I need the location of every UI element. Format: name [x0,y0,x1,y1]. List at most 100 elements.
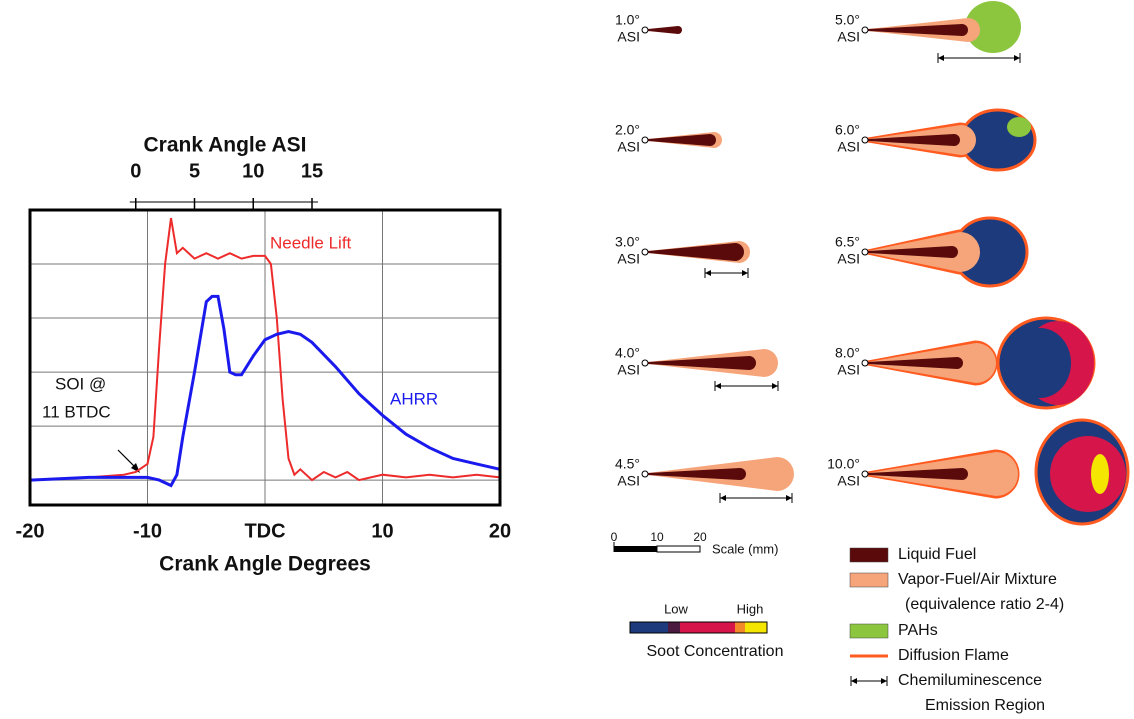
scale-label: Scale (mm) [712,541,778,556]
nozzle [861,470,869,478]
region [1009,328,1071,398]
panel-angle: 3.0° [615,234,640,250]
legend-label: Diffusion Flame [898,647,1009,664]
plume [868,357,963,369]
arrowhead [1014,55,1020,61]
panel-unit: ASI [837,29,860,45]
colorbar-segment [745,622,767,633]
arrowhead [715,383,721,389]
panel-angle: 6.0° [835,122,860,138]
plume [648,134,716,146]
plume [868,246,958,258]
legend-swatch [849,547,889,563]
panel-angle: 4.0° [615,345,640,361]
panel-angle: 1.0° [615,12,640,28]
plume [648,468,746,480]
legend-label: Vapor-Fuel/Air Mixture [898,571,1057,588]
colorbar-segment [668,622,680,633]
panel-unit: ASI [617,362,640,378]
plume [868,24,968,36]
legend-label: PAHs [898,622,938,639]
colorbar-low: Low [664,601,688,616]
arrowhead [938,55,944,61]
plume [648,26,682,34]
panel-unit: ASI [837,362,860,378]
plot-frame [28,208,502,507]
colorbar-frame [629,621,768,634]
panel-angle: 5.0° [835,12,860,28]
nozzle [641,359,649,367]
legend-note: Emission Region [925,697,1045,714]
colorbar-segment [735,622,745,633]
x-tick-label: 10 [371,520,393,542]
panel-unit: ASI [617,473,640,489]
nozzle [641,26,649,34]
x-tick-label: 20 [489,520,511,542]
series-label: AHRR [390,389,438,408]
arrowhead [772,383,778,389]
scale-black [614,546,657,552]
nozzle [641,248,649,256]
x2-axis-label: Crank Angle ASI [144,134,307,157]
x-tick-label: -20 [16,520,45,542]
panel-angle: 2.0° [615,122,640,138]
region [1007,117,1031,137]
nozzle [641,136,649,144]
panel-unit: ASI [617,29,640,45]
panel-unit: ASI [617,251,640,267]
x2-tick-label: 15 [301,160,323,182]
nozzle [861,26,869,34]
colorbar-high: High [737,601,764,616]
arrowhead [705,270,711,276]
annotation: 11 BTDC [42,402,111,421]
legend-label: Liquid Fuel [898,546,976,563]
colorbar-segment [680,622,735,633]
panel-unit: ASI [837,139,860,155]
arrowhead [786,495,792,501]
plume [868,134,960,146]
x-tick-label: -10 [133,520,162,542]
scale-tick: 0 [611,530,618,544]
region [965,1,1021,53]
series-line [29,294,501,488]
annotation: SOI @ [55,374,106,393]
panel-unit: ASI [617,139,640,155]
arrowhead [742,270,748,276]
nozzle [861,248,869,256]
series-line [29,217,501,482]
spray-diagram: 1.0°ASI2.0°ASI3.0°ASI4.0°ASI4.5°ASI5.0°A… [611,1,1130,714]
nozzle [861,359,869,367]
panel-angle: 6.5° [835,234,860,250]
x-axis-label: Crank Angle Degrees [159,553,371,576]
series-label: Needle Lift [270,233,352,252]
legend-note: (equivalence ratio 2-4) [905,596,1064,613]
plume [868,468,968,480]
x2-tick-label: 10 [242,160,264,182]
legend-swatch [849,572,889,588]
nozzle [861,136,869,144]
x2-tick-label: 0 [130,160,141,182]
scale-tick: 10 [650,530,664,544]
panel-unit: ASI [837,473,860,489]
region [1050,436,1126,512]
colorbar-label: Soot Concentration [647,643,784,660]
legend-label: Chemiluminescence [898,672,1042,689]
arrowhead [851,678,857,684]
panel-angle: 8.0° [835,345,860,361]
arrowhead [881,678,887,684]
nozzle [641,470,649,478]
region [1091,454,1109,494]
plume [648,356,756,370]
panel-unit: ASI [837,251,860,267]
scale-tick: 20 [693,530,707,544]
legend-swatch [849,623,889,639]
scale-white [656,545,701,553]
colorbar-segment [630,622,668,633]
plume [648,243,744,261]
arrowhead [720,495,726,501]
x-tick-label: TDC [244,520,285,542]
panel-angle: 4.5° [615,456,640,472]
x2-tick-label: 5 [189,160,200,182]
panel-angle: 10.0° [827,456,860,472]
